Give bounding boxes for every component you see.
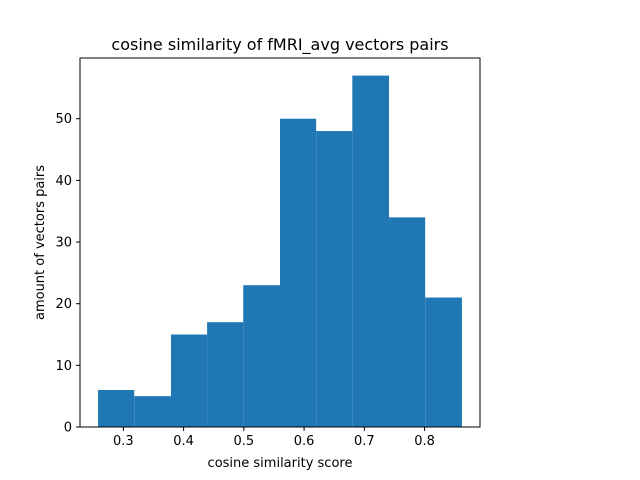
y-tick-label: 20 [55,297,72,312]
x-axis-label: cosine similarity score [208,456,353,471]
chart-title: cosine similarity of fMRI_avg vectors pa… [111,35,448,55]
histogram-bar-3 [170,334,208,427]
y-tick-label: 10 [55,359,72,374]
y-tick-label: 0 [64,421,72,436]
x-tick-label: 0.6 [294,434,315,449]
bars-group [98,75,462,428]
histogram-bar-10 [425,297,462,427]
x-tick-label: 0.4 [173,434,194,449]
y-tick-label: 50 [55,112,72,127]
x-tick-label: 0.3 [113,434,134,449]
y-axis-ticks: 0 10 20 30 40 50 [55,112,80,436]
y-tick-label: 40 [55,174,72,189]
histogram-bar-7 [316,131,353,427]
x-tick-label: 0.5 [234,434,255,449]
x-tick-label: 0.8 [414,434,435,449]
histogram-bar-6 [280,118,317,428]
histogram-bar-1 [98,390,135,427]
histogram-bar-9 [389,217,426,427]
histogram-bar-4 [207,322,244,427]
histogram-bar-2 [134,396,171,427]
x-tick-label: 0.7 [354,434,375,449]
x-axis-ticks: 0.3 0.4 0.5 0.6 0.7 0.8 [113,427,435,449]
histogram-bar-8 [352,75,390,428]
y-tick-label: 30 [55,236,72,251]
histogram-bar-5 [243,285,280,427]
plot-frame [79,57,481,428]
y-axis-label: amount of vectors pairs [33,165,48,320]
